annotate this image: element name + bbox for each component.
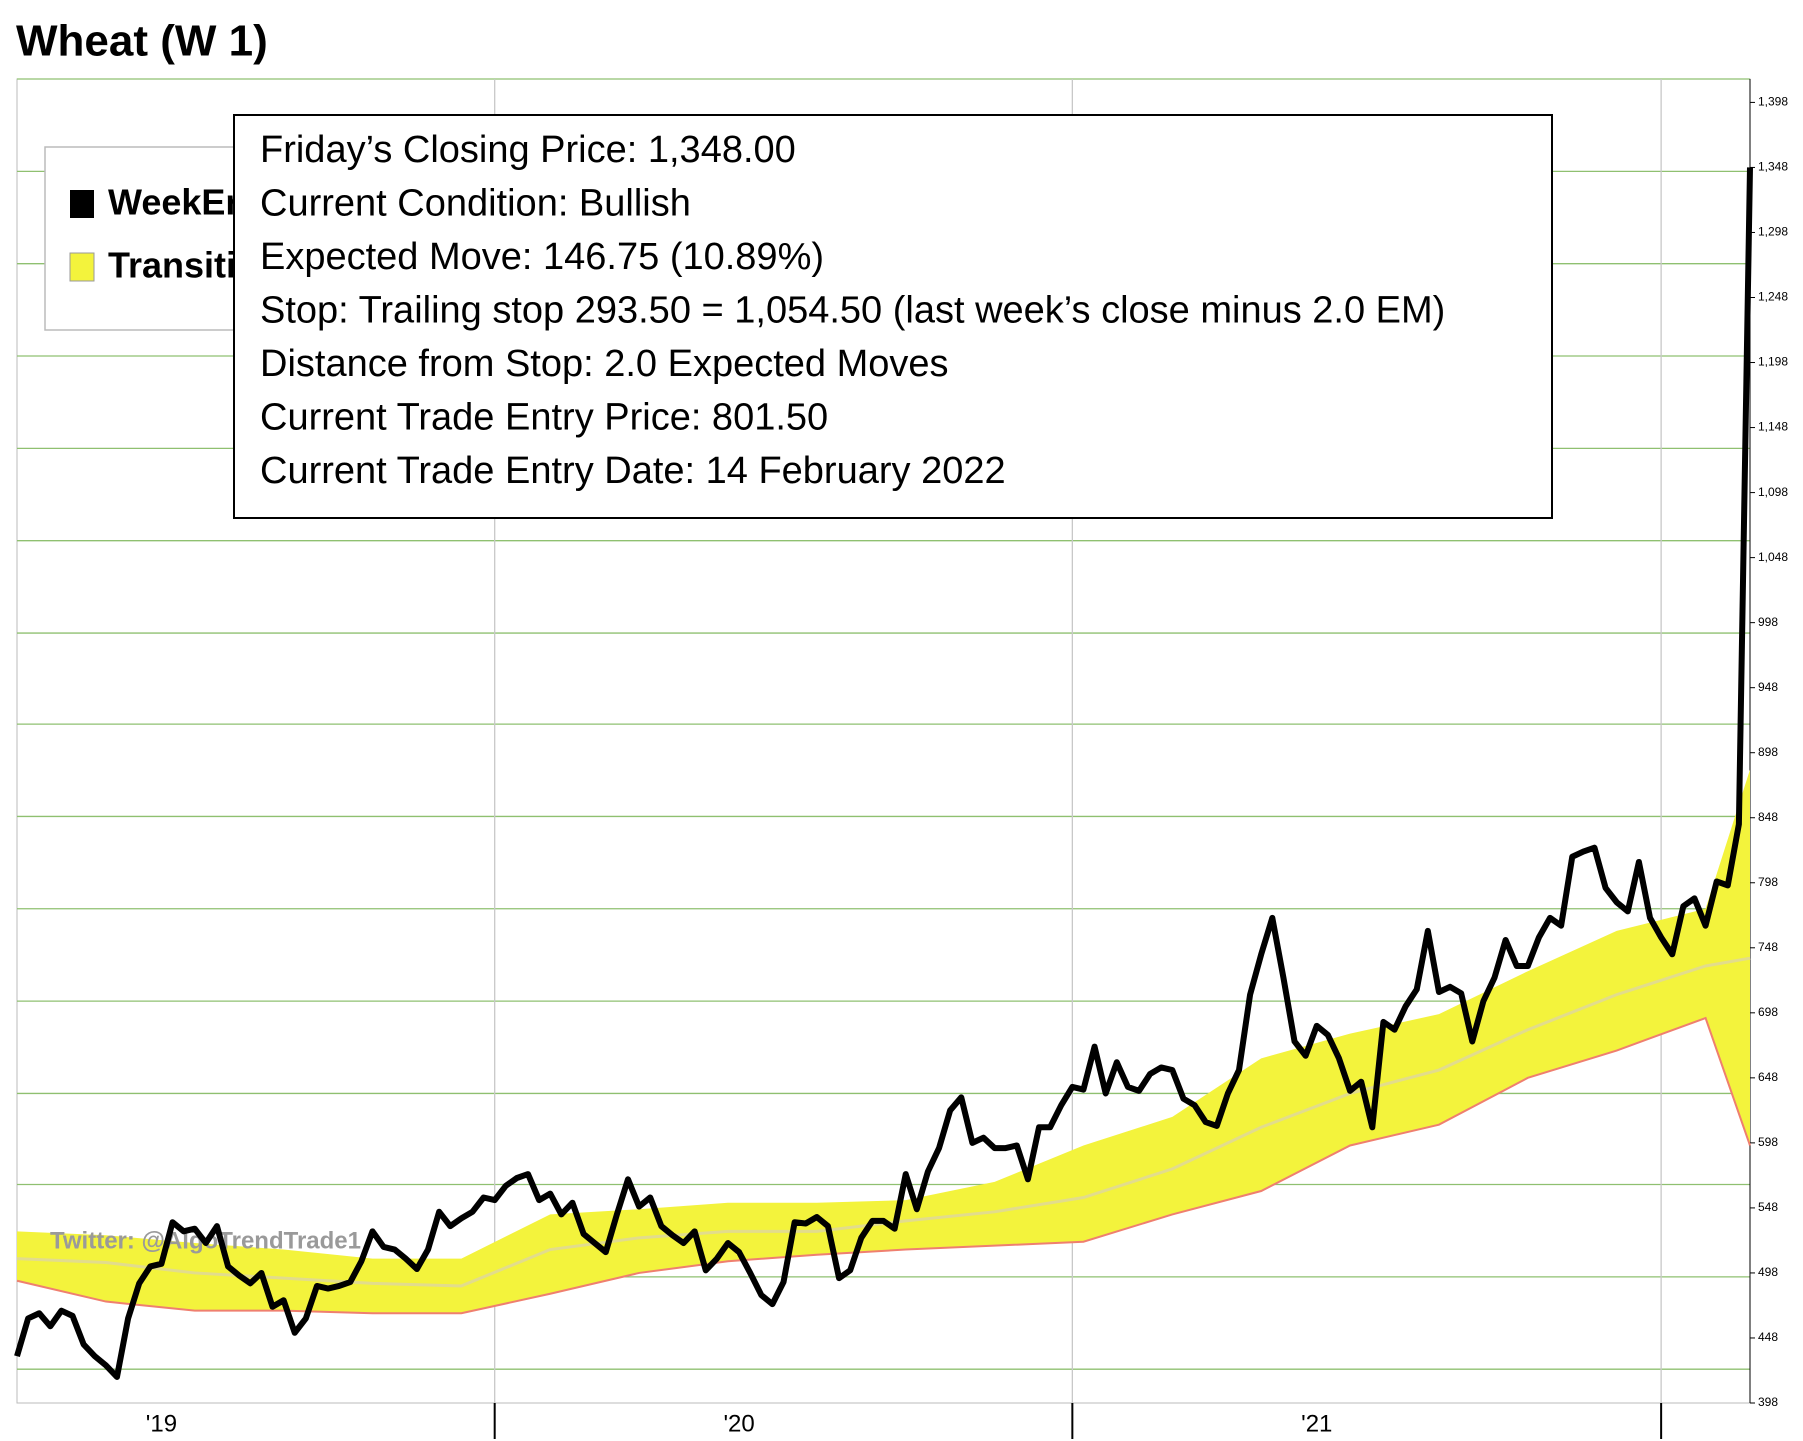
y-tick-label: 598 — [1758, 1135, 1778, 1149]
y-tick-label: 798 — [1758, 875, 1778, 889]
y-tick-label: 1,148 — [1758, 420, 1788, 434]
info-line: Current Trade Entry Price: 801.50 — [260, 397, 828, 439]
y-tick-label: 898 — [1758, 745, 1778, 759]
y-tick-label: 848 — [1758, 810, 1778, 824]
y-tick-label: 398 — [1758, 1395, 1778, 1409]
info-line: Current Condition: Bullish — [260, 183, 691, 225]
y-tick-label: 498 — [1758, 1265, 1778, 1279]
y-tick-label: 1,048 — [1758, 550, 1788, 564]
y-tick-label: 998 — [1758, 615, 1778, 629]
transition-band — [17, 769, 1750, 1314]
y-tick-label: 1,398 — [1758, 95, 1788, 109]
y-tick-label: 1,348 — [1758, 160, 1788, 174]
y-tick-label: 1,198 — [1758, 355, 1788, 369]
y-tick-label: 648 — [1758, 1070, 1778, 1084]
chart-title: Wheat (W 1) — [16, 17, 268, 66]
info-line: Stop: Trailing stop 293.50 = 1,054.50 (l… — [260, 290, 1445, 332]
y-tick-label: 698 — [1758, 1005, 1778, 1019]
legend-swatch — [69, 252, 95, 282]
info-line: Friday’s Closing Price: 1,348.00 — [260, 129, 796, 171]
info-box — [233, 114, 1553, 519]
series-line — [14, 167, 1753, 1380]
x-tick-label: '20 — [723, 1410, 754, 1437]
info-line: Expected Move: 146.75 (10.89%) — [260, 236, 824, 278]
y-tick-label: 948 — [1758, 680, 1778, 694]
y-tick-label: 1,298 — [1758, 225, 1788, 239]
info-line: Distance from Stop: 2.0 Expected Moves — [260, 343, 949, 385]
x-tick-label: '21 — [1301, 1410, 1332, 1437]
y-tick-label: 1,098 — [1758, 485, 1788, 499]
band-lower-line — [16, 1016, 1751, 1315]
y-tick-label: 548 — [1758, 1200, 1778, 1214]
y-tick-label: 1,248 — [1758, 290, 1788, 304]
y-tick-label: 748 — [1758, 940, 1778, 954]
band-mid-line — [16, 956, 1751, 1288]
legend-swatch — [70, 190, 94, 218]
info-line: Current Trade Entry Date: 14 February 20… — [260, 450, 1006, 492]
y-tick-label: 448 — [1758, 1330, 1778, 1344]
x-tick-label: '19 — [146, 1410, 177, 1437]
